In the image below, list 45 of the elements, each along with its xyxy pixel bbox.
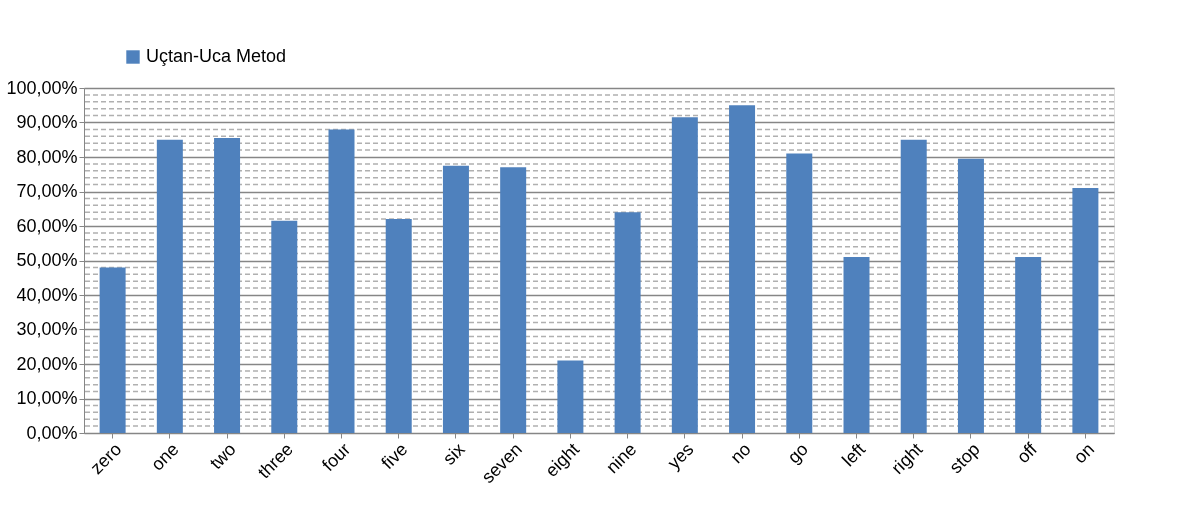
bar xyxy=(786,153,813,433)
bar xyxy=(900,139,927,433)
legend-label: Uçtan-Uca Metod xyxy=(146,46,287,66)
bar xyxy=(614,212,641,433)
bar xyxy=(328,129,355,433)
x-tick-label: five xyxy=(377,439,412,474)
x-tick-label: off xyxy=(1012,438,1042,468)
y-tick-label: 40,00% xyxy=(16,284,78,305)
bar xyxy=(385,219,412,433)
bar xyxy=(729,105,756,433)
bar xyxy=(442,165,469,433)
y-tick-label: 20,00% xyxy=(16,353,78,374)
y-tick-label: 80,00% xyxy=(16,146,78,167)
x-tick-label: zero xyxy=(86,439,126,478)
y-tick-label: 90,00% xyxy=(16,112,78,132)
bar xyxy=(957,158,984,433)
x-tick-label: yes xyxy=(663,439,698,474)
bar xyxy=(214,138,241,433)
bar xyxy=(843,257,870,433)
y-tick-label: 100,00% xyxy=(6,77,78,98)
bar xyxy=(1072,188,1099,433)
y-tick-label: 0,00% xyxy=(26,422,78,443)
y-tick-label: 50,00% xyxy=(16,250,78,270)
bar xyxy=(500,167,527,433)
y-tick-label: 70,00% xyxy=(16,181,78,201)
bar xyxy=(557,360,584,433)
x-tick-label: six xyxy=(438,439,469,469)
x-tick-label: four xyxy=(318,439,355,476)
x-tick-label: nine xyxy=(602,439,641,478)
x-tick-label: on xyxy=(1069,439,1099,468)
y-tick-label: 60,00% xyxy=(16,215,78,236)
x-tick-label: one xyxy=(147,439,183,475)
y-tick-label: 30,00% xyxy=(16,319,78,339)
x-tick-label: left xyxy=(838,439,870,471)
x-tick-label: stop xyxy=(945,439,984,478)
x-tick-label: right xyxy=(887,439,927,478)
bar xyxy=(671,117,698,433)
x-tick-label: go xyxy=(783,439,813,468)
bar xyxy=(156,139,183,433)
bar xyxy=(271,220,298,433)
x-tick-label: two xyxy=(205,439,240,474)
bar xyxy=(1015,257,1042,433)
bar xyxy=(99,267,126,433)
y-tick-label: 10,00% xyxy=(16,388,78,408)
x-tick-label: no xyxy=(726,439,755,468)
